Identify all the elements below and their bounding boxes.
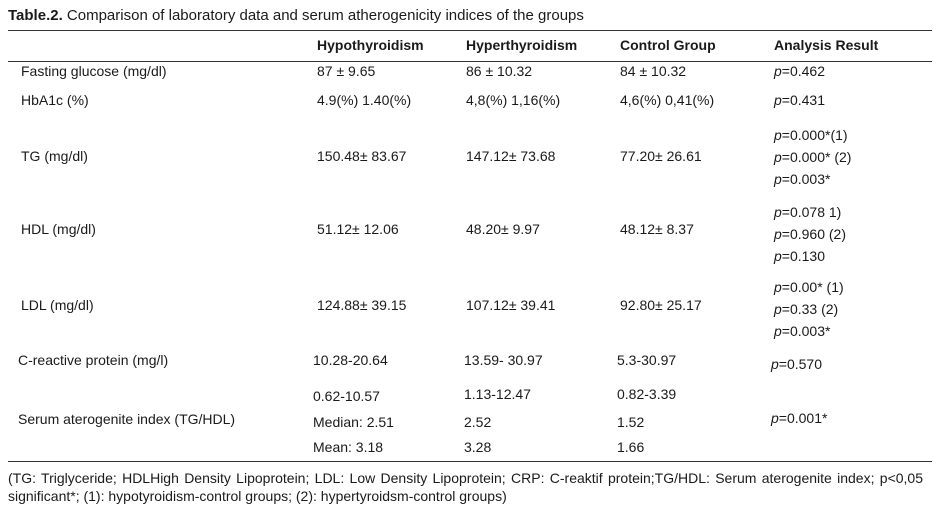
table-title: Table.2. Comparison of laboratory data a… — [8, 7, 584, 24]
cell-p-value: p=0.33 (2) — [774, 301, 839, 317]
cell-hyperthyroidism: 48.20± 9.97 — [466, 221, 540, 237]
row-label: Serum aterogenite index (TG/HDL) — [18, 411, 236, 427]
cell-p-value: p=0.960 (2) — [774, 226, 847, 242]
cell-control: 1.52 — [617, 414, 645, 430]
cell-p-value: p=0.130 — [774, 248, 826, 264]
cell-p-value: p=0.000* (2) — [774, 149, 852, 165]
cell-control: 48.12± 8.37 — [620, 221, 694, 237]
cell-hyperthyroidism: 107.12± 39.41 — [466, 297, 556, 313]
header-control-group: Control Group — [620, 37, 716, 53]
cell-hypothyroidism: 124.88± 39.15 — [317, 297, 407, 313]
cell-p-value: p=0.003* — [774, 171, 831, 187]
cell-control: 4,6(%) 0,41(%) — [620, 92, 715, 108]
row-label: LDL (mg/dl) — [21, 297, 94, 313]
row-label: C-reactive protein (mg/l) — [18, 352, 169, 368]
cell-control: 92.80± 25.17 — [620, 297, 702, 313]
cell-hyperthyroidism: 1.13-12.47 — [464, 386, 531, 402]
cell-hyperthyroidism: 3.28 — [464, 439, 492, 455]
cell-control: 0.82-3.39 — [617, 386, 677, 402]
cell-p-value: p=0.570 — [771, 356, 823, 372]
cell-hypothyroidism: 0.62-10.57 — [313, 388, 380, 404]
cell-control: 5.3-30.97 — [617, 352, 677, 368]
cell-p-value: p=0.431 — [774, 92, 826, 108]
cell-hypothyroidism: 4.9(%) 1.40(%) — [317, 92, 412, 108]
cell-hyperthyroidism: 147.12± 73.68 — [466, 148, 556, 164]
cell-p-value: p=0.462 — [774, 63, 826, 79]
header-hyperthyroidism: Hyperthyroidism — [466, 37, 578, 53]
table-footnote: (TG: Triglyceride; HDLHigh Density Lipop… — [8, 470, 923, 504]
cell-p-value: p=0.078 1) — [774, 204, 842, 220]
cell-p-value: p=0.003* — [774, 323, 831, 339]
row-label: Fasting glucose (mg/dl) — [21, 63, 167, 79]
cell-control: 77.20± 26.61 — [620, 148, 702, 164]
cell-hyperthyroidism: 4,8(%) 1,16(%) — [466, 92, 561, 108]
cell-control: 84 ± 10.32 — [620, 63, 687, 79]
table-number: Table.2. — [8, 7, 63, 24]
table-caption: Comparison of laboratory data and serum … — [66, 7, 584, 24]
cell-hypothyroidism: 87 ± 9.65 — [317, 63, 376, 79]
cell-hypothyroidism: 150.48± 83.67 — [317, 148, 407, 164]
cell-hyperthyroidism: 2.52 — [464, 414, 492, 430]
cell-hyperthyroidism: 13.59- 30.97 — [464, 352, 543, 368]
cell-hyperthyroidism: 86 ± 10.32 — [466, 63, 533, 79]
cell-p-value: p=0.00* (1) — [774, 279, 844, 295]
cell-p-value: p=0.001* — [771, 410, 828, 426]
header-hypothyroidism: Hypothyroidism — [317, 37, 424, 53]
row-label: HbA1c (%) — [21, 92, 89, 108]
cell-hypothyroidism: 10.28-20.64 — [313, 352, 388, 368]
row-label: TG (mg/dl) — [21, 148, 88, 164]
row-label: HDL (mg/dl) — [21, 221, 96, 237]
bottom-rule — [8, 461, 932, 462]
cell-p-value: p=0.000*(1) — [774, 127, 848, 143]
cell-hypothyroidism: Median: 2.51 — [313, 414, 394, 430]
cell-hypothyroidism: 51.12± 12.06 — [317, 221, 399, 237]
header-analysis-result: Analysis Result — [774, 37, 879, 53]
header-rule — [8, 61, 932, 62]
cell-control: 1.66 — [617, 439, 645, 455]
top-rule — [8, 30, 932, 31]
cell-hypothyroidism: Mean: 3.18 — [313, 439, 384, 455]
